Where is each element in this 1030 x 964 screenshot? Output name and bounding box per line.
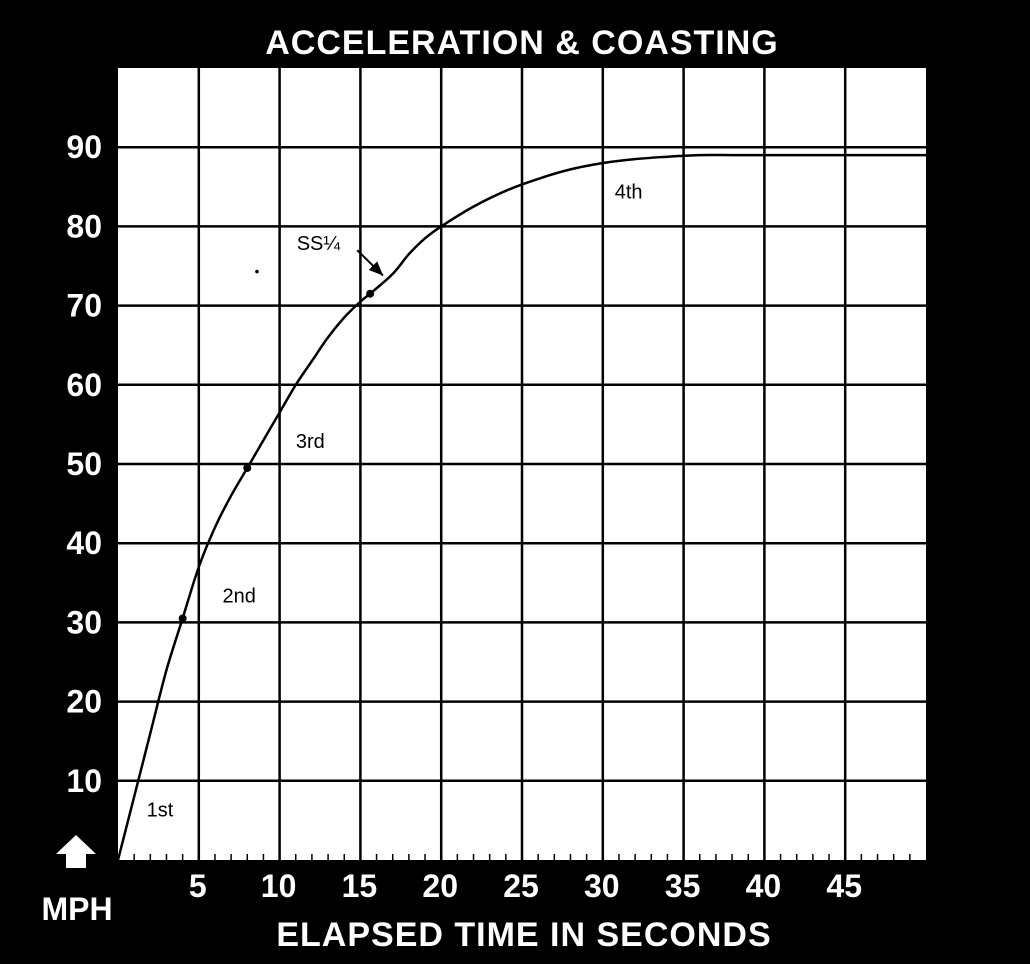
callout-arrow-head: [368, 261, 383, 276]
y-tick-label: 90: [66, 129, 102, 165]
curve-layer: [116, 153, 926, 861]
annotation-label: 4th: [615, 182, 643, 204]
mph-arrow-icon: [56, 835, 96, 868]
x-tick-label: 20: [422, 868, 458, 904]
y-tick-label: 30: [66, 604, 102, 640]
y-tick-label: 10: [66, 763, 102, 799]
y-tick-label: 50: [66, 446, 102, 482]
annotation-label: 2nd: [223, 586, 256, 608]
y-tick-label: 20: [66, 684, 102, 720]
x-tick-label: 45: [826, 868, 862, 904]
annotation-label: 1st: [147, 799, 174, 821]
y-tick-label: 80: [66, 208, 102, 244]
y-axis-label: MPH: [41, 891, 112, 927]
x-tick-label: 10: [261, 868, 297, 904]
y-tick-label: 60: [66, 367, 102, 403]
marked-points: [178, 269, 375, 623]
y-tick-label: 40: [66, 525, 102, 561]
annotation-label: 3rd: [296, 431, 325, 453]
x-tick-label: 40: [746, 868, 782, 904]
shift-point: [178, 614, 187, 623]
x-tick-labels: 5 10 15 20 25 30 35 40 45: [189, 868, 862, 904]
x-tick-label: 15: [342, 868, 378, 904]
x-axis-label: ELAPSED TIME IN SECONDS: [276, 916, 771, 954]
shift-point: [243, 463, 252, 472]
acceleration-curve: [116, 153, 926, 861]
x-tick-label: 30: [584, 868, 620, 904]
y-tick-labels: 10 20 30 40 50 60 70 80 90: [66, 129, 102, 799]
x-tick-label: 35: [665, 868, 701, 904]
stray-dot: [255, 269, 259, 274]
y-tick-label: 70: [66, 288, 102, 324]
shift-point: [366, 289, 375, 298]
annotation-label: SS¼: [297, 233, 341, 255]
annotations: 1st 2nd 3rd 4th SS¼: [147, 182, 643, 822]
x-tick-label: 5: [189, 868, 207, 904]
x-tick-label: 25: [503, 868, 539, 904]
minor-ticks: [133, 854, 911, 860]
chart-title: ACCELERATION & COASTING: [265, 24, 778, 62]
grid-lines: [118, 68, 926, 860]
